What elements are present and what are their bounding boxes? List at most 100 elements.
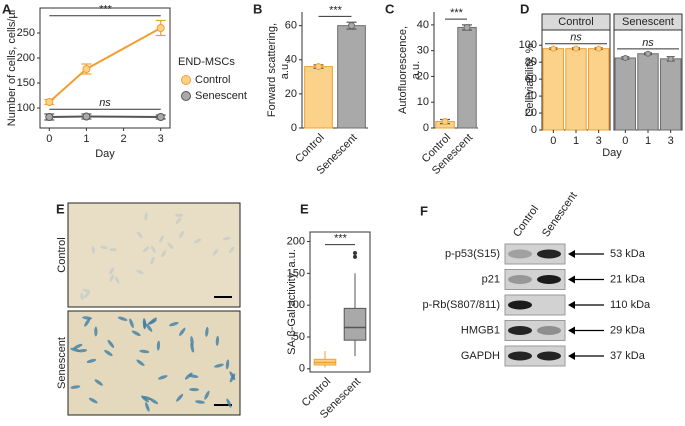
size-label: 110 kDa [610,299,651,311]
y-axis-label: SA-β-Gal activity, a.u. [286,249,298,355]
significance-label: ns [570,32,582,44]
protein-label: HMGB1 [461,324,500,336]
y-tick-label: 0 [423,122,429,134]
y-tick-label: 0 [531,124,537,136]
cell [82,288,91,293]
y-tick-label: 150 [17,77,35,89]
mean-point [595,45,602,52]
x-tick-label: 1 [573,135,579,147]
micrograph-images [67,202,241,416]
band [508,326,532,335]
y-tick-label: 20 [525,107,537,119]
image-row-label: Senescent [56,337,68,389]
y-tick-label: 20 [285,88,297,100]
cell [228,246,235,254]
y-tick-label: 60 [525,73,537,85]
cell [129,318,134,328]
y-tick-label: 150 [287,267,305,279]
series-line [48,27,162,103]
panel-letter: E [300,201,309,216]
y-tick-label: 40 [285,54,297,66]
lane-label: Control [511,203,541,239]
cell [161,250,167,258]
cell [194,238,202,244]
cell [104,349,113,357]
cell [84,318,91,327]
cell [175,217,182,225]
cell [175,213,184,217]
outlier [353,254,357,259]
cell [150,256,155,265]
y-tick-label: 100 [519,39,537,51]
data-point [45,98,54,106]
cell [145,323,153,332]
blot-strip [504,345,566,367]
bar [542,48,565,131]
cell [212,249,219,256]
y-axis-label: Cell viability, % [524,43,536,116]
y-tick-label: 40 [417,19,429,31]
band [537,249,561,259]
y-tick-label: 100 [287,299,305,311]
band [537,351,561,361]
panel-letter: C [385,1,395,16]
significance-label: ns [642,37,654,49]
cell [94,326,98,337]
mean-point [463,23,471,31]
legend-label: Senescent [195,90,247,102]
cell [189,387,200,392]
mean-point [622,54,629,61]
panel-letter: F [420,203,428,218]
cell [190,342,195,353]
bar [457,26,477,129]
cell [149,398,159,405]
bar [337,25,366,129]
mean-point [315,63,322,71]
mean-point [348,22,355,30]
cell [131,330,141,337]
series-line [49,115,161,118]
cell [115,276,120,284]
cell [226,398,232,408]
significance-label: *** [99,4,113,16]
cell-texture [70,212,236,412]
panel-letter: B [253,1,262,16]
panel-letter: A [2,1,12,16]
cell [117,316,128,321]
cell [142,318,147,329]
y-tick-label: 60 [285,20,297,32]
mean-point [441,118,449,126]
x-tick-label: 0 [550,135,556,147]
cell [80,292,84,301]
cell [150,245,156,253]
blot-strip [504,243,566,265]
protein-label: p-p53(S15) [445,248,500,260]
cell [107,339,115,348]
cell [158,375,168,380]
y-axis-label: a.u. [279,61,291,79]
mean-point [667,55,674,62]
legend-marker [181,75,191,85]
data-point [156,113,165,121]
mean-point [645,50,651,57]
significance-label: *** [329,4,343,16]
outlier [353,251,357,255]
band [508,351,532,361]
cell [145,402,150,412]
cell [176,393,184,402]
cell [109,274,115,282]
band [508,300,532,310]
legend-title: END-MSCs [178,56,235,68]
cell [144,212,148,221]
cell [136,269,144,275]
arrow-head [568,301,575,309]
y-tick-label: 80 [525,56,537,68]
arrow-head [568,352,575,360]
data-point [156,24,165,32]
bar [614,57,637,131]
x-tick-label: 3 [158,133,164,145]
cell [184,372,193,380]
panel-letter: D [520,1,529,16]
